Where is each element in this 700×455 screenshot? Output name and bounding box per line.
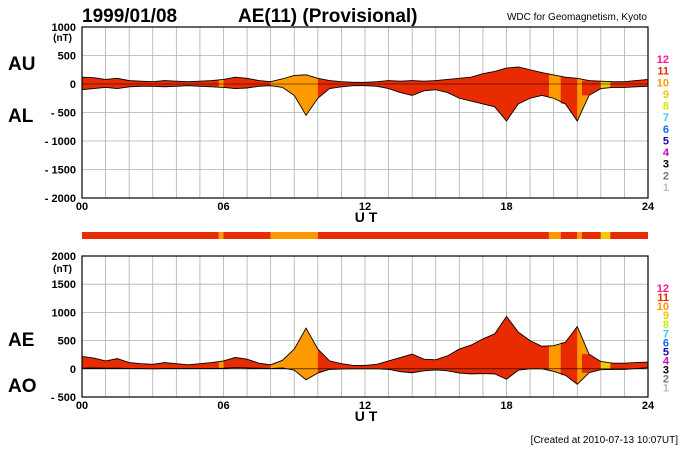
- top-ytick-label: - 1500: [45, 165, 76, 177]
- activity-strip-segment: [577, 232, 582, 239]
- bottom-legend-level-4: 4: [663, 355, 670, 367]
- bottom-legend-level-7: 7: [663, 328, 669, 340]
- bottom-xtick-label: 06: [217, 400, 229, 412]
- bottom-legend-level-11: 11: [657, 292, 669, 304]
- bottom-xtick-label: 00: [76, 400, 88, 412]
- bottom-legend-level-5: 5: [663, 346, 669, 358]
- bottom-ytick-label: 1000: [52, 307, 76, 319]
- top-legend-level-3: 3: [663, 159, 669, 171]
- bottom-xtick-label: 12: [359, 400, 371, 412]
- bottom-ytick-label: 1500: [52, 279, 76, 291]
- activity-strip-segment: [560, 232, 578, 239]
- bottom-xtick-label: 18: [500, 400, 512, 412]
- chart-title: AE(11) (Provisional): [238, 6, 418, 27]
- top-xlabel: U T: [355, 209, 378, 225]
- top-xtick-label: 06: [217, 201, 229, 213]
- top-xtick-label: 00: [76, 201, 88, 213]
- bottom-xtick-label: 24: [642, 400, 655, 412]
- bottom-legend-level-1: 1: [663, 383, 669, 395]
- bottom-ytick-label: 2000: [52, 251, 76, 263]
- top-legend-level-9: 9: [663, 89, 669, 101]
- top-ytick-label: - 500: [51, 108, 76, 120]
- bottom-activity-level-band: [270, 328, 318, 380]
- top-legend-level-10: 10: [657, 77, 669, 89]
- activity-strip-segment: [270, 232, 318, 239]
- top-ytick-label: 1000: [52, 22, 76, 34]
- activity-strip-segment: [218, 232, 224, 239]
- bottom-ytick-label: 0: [70, 364, 76, 376]
- top-plot-frame: [81, 26, 649, 199]
- top-activity-level-band: [577, 78, 590, 122]
- top-legend-level-1: 1: [663, 182, 669, 194]
- top-ytick-label: - 1000: [45, 136, 76, 148]
- top-xtick-label: 18: [500, 201, 512, 213]
- bottom-legend-level-2: 2: [663, 374, 669, 386]
- bottom-plot-frame: [81, 255, 649, 398]
- activity-strip-segment: [600, 232, 611, 239]
- top-activity-level-band: [218, 79, 224, 88]
- bottom-legend-level-6: 6: [663, 337, 669, 349]
- activity-strip-segment: [317, 232, 549, 239]
- bottom-activity-level-band: [600, 361, 613, 370]
- top-xtick-label: 12: [359, 201, 371, 213]
- bottom-xlabel: U T: [355, 408, 378, 424]
- top-activity-level-band: [600, 81, 613, 89]
- bottom-activity-level-band: [577, 326, 590, 385]
- bottom-legend-level-10: 10: [657, 301, 669, 313]
- top-legend-level-7: 7: [663, 112, 669, 124]
- top-ytick-label: 0: [70, 79, 76, 91]
- top-legend-level-12: 12: [657, 54, 669, 66]
- bottom-legend-level-12: 12: [657, 283, 669, 295]
- bottom-ytick-label: - 500: [51, 392, 76, 404]
- top-legend-level-6: 6: [663, 124, 669, 136]
- top-ylabel: (nT): [53, 33, 72, 44]
- bottom-legend-level-9: 9: [663, 310, 669, 322]
- activity-strip-segment: [548, 232, 561, 239]
- bottom-activity-level-band: [218, 360, 224, 369]
- top-ytick-label: 500: [58, 51, 76, 63]
- bottom-ytick-label: 500: [58, 336, 76, 348]
- bottom-ylabel: (nT): [53, 264, 72, 275]
- bottom-legend-level-3: 3: [663, 364, 669, 376]
- top-ytick-label: - 2000: [45, 193, 76, 205]
- bottom-legend-level-8: 8: [663, 319, 669, 331]
- top-series-au-line: [81, 66, 649, 83]
- bottom-series-ae-line: [81, 315, 649, 366]
- top-legend-level-11: 11: [657, 66, 669, 78]
- activity-strip-segment: [610, 232, 648, 239]
- bottom-activity-level-band: [548, 342, 566, 376]
- top-legend-level-8: 8: [663, 101, 669, 113]
- created-timestamp: [Created at 2010-07-13 10:07UT]: [531, 435, 679, 446]
- top-legend-level-2: 2: [663, 170, 669, 182]
- activity-strip-segment: [223, 232, 271, 239]
- top-activity-level-band: [548, 74, 566, 104]
- bottom-series-label-ae: AE: [8, 330, 34, 351]
- activity-strip-segment: [82, 232, 219, 239]
- top-legend-level-5: 5: [663, 135, 669, 147]
- activity-strip-segment: [581, 232, 601, 239]
- top-series-al-line: [81, 85, 649, 122]
- bottom-series-label-ao: AO: [8, 376, 37, 397]
- top-legend-level-4: 4: [663, 147, 670, 159]
- top-series-label-al: AL: [8, 106, 34, 127]
- chart-date: 1999/01/08: [82, 6, 177, 27]
- top-series-label-au: AU: [8, 54, 35, 75]
- top-xtick-label: 24: [642, 201, 655, 213]
- chart-source: WDC for Geomagnetism, Kyoto: [507, 12, 647, 23]
